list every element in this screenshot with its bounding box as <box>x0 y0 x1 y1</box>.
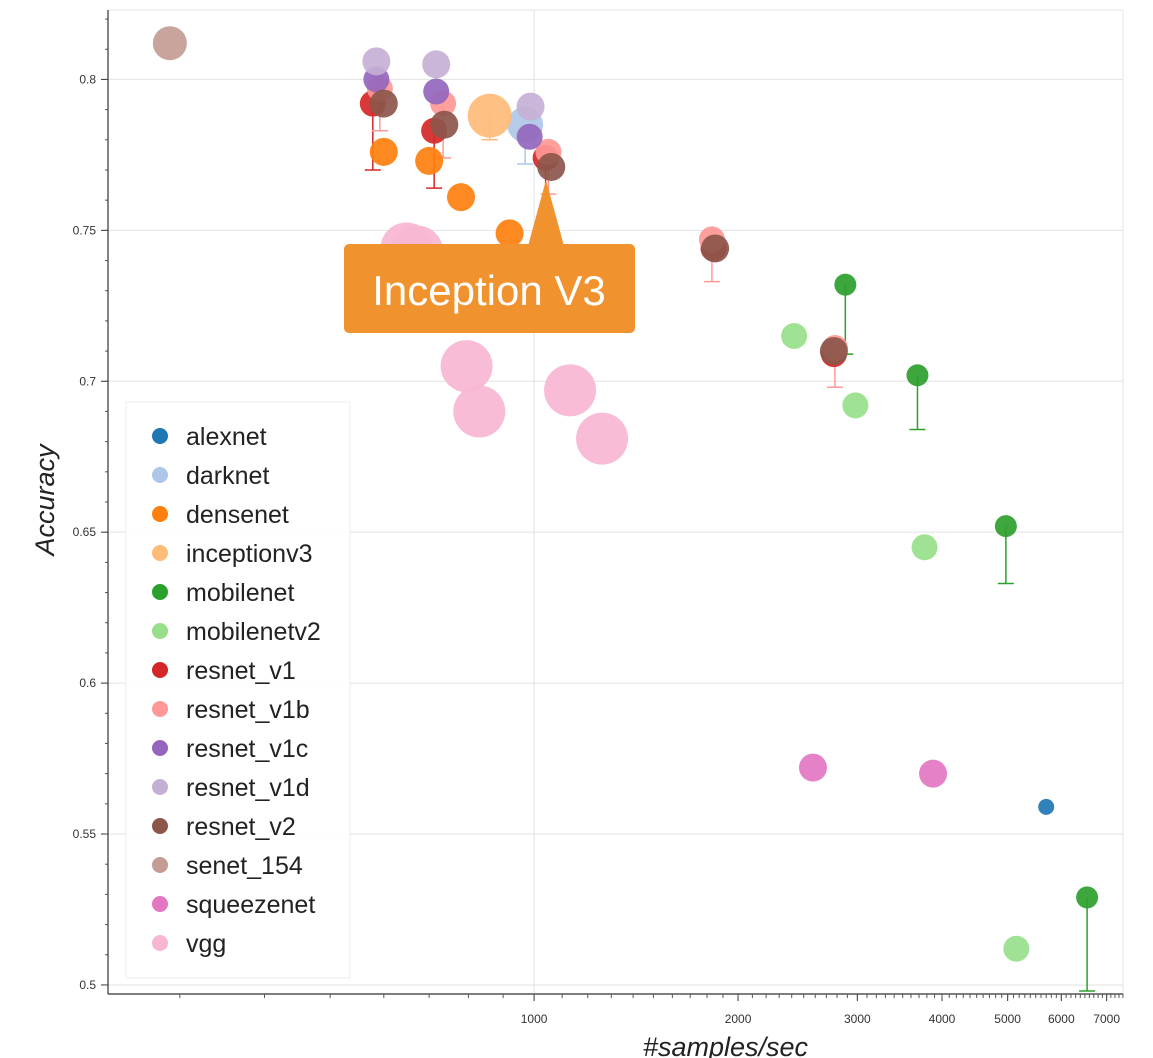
y-axis-title: Accuracy <box>30 443 60 558</box>
legend-label-darknet: darknet <box>186 462 269 490</box>
callout-text: Inception V3 <box>372 267 606 314</box>
legend-label-inceptionv3: inceptionv3 <box>186 540 312 568</box>
data-point-mobilenetv2 <box>1003 935 1030 962</box>
data-point-mobilenetv2 <box>781 322 808 349</box>
callout-box <box>344 244 635 333</box>
y-tick-label: 0.55 <box>73 827 97 841</box>
data-point-densenet <box>415 146 444 175</box>
y-tick-label: 0.5 <box>79 978 96 992</box>
legend-swatch-darknet <box>152 467 168 483</box>
x-tick-label: 6000 <box>1048 1012 1075 1026</box>
data-point-resnet_v2 <box>430 110 459 139</box>
legend-label-mobilenetv2: mobilenetv2 <box>186 618 321 646</box>
y-tick-label: 0.7 <box>79 374 96 388</box>
data-point-senet_154 <box>152 26 187 61</box>
data-point-resnet_v1c <box>423 78 450 105</box>
x-tick-label: 7000 <box>1093 1012 1120 1026</box>
data-point-squeezenet <box>798 753 827 782</box>
data-point-resnet_v2 <box>701 234 730 263</box>
legend-label-resnet_v1c: resnet_v1c <box>186 735 308 763</box>
legend-label-resnet_v1d: resnet_v1d <box>186 774 310 802</box>
legend-swatch-resnet_v2 <box>152 818 168 834</box>
y-tick-label: 0.65 <box>73 525 97 539</box>
data-point-resnet_v2 <box>537 152 566 181</box>
legend <box>125 401 351 979</box>
x-tick-label: 2000 <box>725 1012 752 1026</box>
y-tick-label: 0.6 <box>79 676 96 690</box>
legend-label-senet_154: senet_154 <box>186 852 303 880</box>
y-tick-label: 0.8 <box>79 72 96 86</box>
data-point-densenet <box>446 183 475 212</box>
legend-swatch-resnet_v1d <box>152 779 168 795</box>
y-tick-label: 0.75 <box>73 223 97 237</box>
x-axis-title: #samples/sec <box>643 1032 809 1058</box>
data-point-mobilenet <box>834 273 857 296</box>
legend-label-densenet: densenet <box>186 501 289 529</box>
data-point-mobilenet <box>994 515 1017 538</box>
legend-swatch-mobilenet <box>152 584 168 600</box>
legend-swatch-mobilenetv2 <box>152 623 168 639</box>
legend-swatch-resnet_v1 <box>152 662 168 678</box>
legend-label-vgg: vgg <box>186 930 226 958</box>
legend-swatch-alexnet <box>152 428 168 444</box>
legend-label-resnet_v1: resnet_v1 <box>186 657 296 685</box>
data-point-resnet_v2 <box>369 89 398 118</box>
x-tick-label: 5000 <box>994 1012 1021 1026</box>
legend-swatch-inceptionv3 <box>152 545 168 561</box>
data-point-densenet <box>495 219 524 248</box>
data-point-alexnet <box>1038 798 1055 815</box>
legend-label-resnet_v1b: resnet_v1b <box>186 696 310 724</box>
data-point-squeezenet <box>919 759 948 788</box>
data-point-densenet <box>369 137 398 166</box>
data-point-vgg <box>544 364 597 417</box>
legend-swatch-vgg <box>152 935 168 951</box>
legend-label-squeezenet: squeezenet <box>186 891 315 919</box>
data-point-mobilenetv2 <box>842 392 869 419</box>
x-tick-label: 3000 <box>844 1012 871 1026</box>
data-point-vgg <box>440 340 493 393</box>
data-point-vgg <box>576 412 629 465</box>
data-point-resnet_v1d <box>516 92 545 121</box>
legend-swatch-resnet_v1b <box>152 701 168 717</box>
x-tick-label: 4000 <box>929 1012 956 1026</box>
annotation-callout: Inception V3 <box>344 180 635 333</box>
legend-swatch-densenet <box>152 506 168 522</box>
legend-label-alexnet: alexnet <box>186 423 267 451</box>
x-tick-label: 1000 <box>521 1012 548 1026</box>
data-point-mobilenet <box>1076 886 1099 909</box>
legend-swatch-senet_154 <box>152 857 168 873</box>
data-point-resnet_v1c <box>516 123 543 150</box>
data-point-inceptionv3 <box>467 93 512 138</box>
data-point-mobilenet <box>906 364 929 387</box>
legend-swatch-resnet_v1c <box>152 740 168 756</box>
data-point-resnet_v1d <box>422 50 451 79</box>
legend-swatch-squeezenet <box>152 896 168 912</box>
legend-label-resnet_v2: resnet_v2 <box>186 813 296 841</box>
data-point-mobilenetv2 <box>911 534 938 561</box>
data-point-vgg <box>453 385 506 438</box>
data-point-resnet_v2 <box>819 337 848 366</box>
callout-pointer <box>528 180 564 246</box>
legend-label-mobilenet: mobilenet <box>186 579 294 607</box>
data-point-resnet_v1d <box>362 47 391 76</box>
